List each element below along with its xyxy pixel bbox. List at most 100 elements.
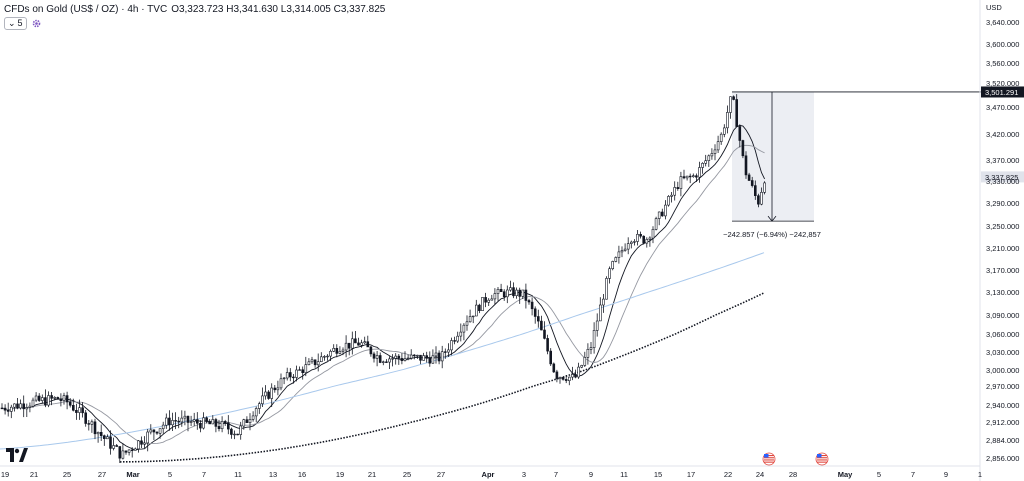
horizontal-line[interactable]: 3,501.291 3,337.825: [732, 86, 1024, 183]
price-tick-label: 3,420.000: [986, 130, 1019, 139]
price-tick-label: 3,370.000: [986, 156, 1019, 165]
candle: [394, 353, 398, 365]
measure-area[interactable]: [732, 91, 814, 222]
candle: [316, 353, 320, 372]
candle: [608, 266, 611, 284]
candle: [589, 342, 593, 355]
candle: [31, 397, 35, 408]
candle: [462, 323, 466, 341]
candle: [400, 353, 404, 365]
candle: [233, 430, 236, 440]
candle: [363, 336, 367, 344]
candle: [177, 416, 180, 429]
marker-price-text: 3,501.291: [985, 88, 1018, 97]
candle: [199, 420, 202, 433]
candle: [552, 362, 556, 373]
candle: [211, 415, 215, 425]
candle: [648, 236, 652, 247]
candle: [499, 283, 503, 292]
time-tick-label: 11: [234, 470, 242, 479]
high-label: H: [226, 4, 234, 15]
candle: [617, 245, 621, 264]
candle: [28, 402, 32, 413]
candle: [490, 294, 494, 301]
chart-header: CFDs on Gold (US$ / OZ) · 4h · TVC O3,32…: [4, 4, 385, 15]
event-markers[interactable]: [762, 452, 829, 466]
candle: [112, 437, 115, 451]
candle: [307, 358, 311, 366]
candle: [468, 309, 472, 323]
marker-price-badge: [981, 86, 1024, 98]
candle: [540, 315, 543, 331]
candle: [484, 292, 487, 308]
candle: [254, 406, 258, 423]
candle: [313, 359, 317, 368]
measure-tool[interactable]: [732, 91, 814, 222]
us-flag-icon[interactable]: [815, 452, 829, 466]
candle: [493, 288, 497, 305]
candlestick-series: [0, 94, 766, 463]
candle: [335, 344, 339, 358]
price-tick-label: 2,884.000: [986, 436, 1019, 445]
price-axis[interactable]: USD3,640.0003,600.0003,560.0003,520.0003…: [979, 0, 1019, 481]
time-tick-label: Mar: [126, 470, 139, 479]
candle: [288, 368, 292, 382]
chevron-down-icon: ⌄: [8, 18, 16, 28]
currency-label[interactable]: USD: [986, 3, 1002, 12]
time-tick-label: 7: [202, 470, 206, 479]
candle: [22, 395, 26, 418]
gear-icon[interactable]: [31, 18, 42, 29]
candle: [186, 415, 190, 432]
price-tick-label: 3,170.000: [986, 266, 1019, 275]
candle: [642, 235, 646, 245]
price-tick-label: 3,560.000: [986, 59, 1019, 68]
time-axis[interactable]: 19 21 25 27 Mar 5 7 11 13 16 19 21 25 27 Apr 3 7 9 11 15 17 2…: [0, 465, 982, 479]
candle: [722, 124, 726, 138]
price-tick-label: 3,330.000: [986, 177, 1019, 186]
candle: [422, 352, 425, 361]
candle: [72, 398, 75, 412]
candle: [171, 412, 174, 431]
us-flag-icon[interactable]: [762, 452, 776, 466]
candle: [332, 344, 336, 353]
candle: [19, 399, 22, 410]
candle: [180, 410, 184, 427]
candle: [753, 180, 757, 200]
candle: [267, 390, 270, 400]
candle: [512, 282, 515, 299]
candle: [37, 393, 41, 402]
candle: [524, 283, 528, 309]
indicators-bar: ⌄ 5: [4, 17, 42, 30]
candle: [242, 418, 246, 430]
time-tick-label: 28: [789, 470, 797, 479]
candle: [146, 429, 149, 452]
candle: [106, 434, 109, 440]
candle: [440, 345, 444, 369]
close-value: 3,337.825: [340, 4, 386, 15]
candle: [549, 348, 553, 366]
ma-fast-line: [1, 124, 766, 451]
arrow-down-icon: [767, 215, 777, 222]
candle: [664, 200, 667, 220]
time-tick-label: May: [838, 470, 853, 479]
candle: [505, 285, 509, 304]
candle: [391, 354, 394, 367]
candle: [515, 287, 518, 299]
time-tick-label: 19: [1, 470, 9, 479]
candle: [595, 313, 599, 337]
candle: [214, 417, 218, 433]
candle: [747, 172, 751, 181]
candle: [555, 369, 559, 383]
candle: [530, 297, 534, 316]
candle: [323, 355, 326, 361]
candle: [165, 413, 168, 429]
candle: [685, 175, 689, 181]
candle: [93, 418, 97, 440]
price-tick-label: 2,912.000: [986, 418, 1019, 427]
symbol-title[interactable]: CFDs on Gold (US$ / OZ) · 4h · TVC: [4, 4, 168, 15]
time-tick-label: 5: [877, 470, 881, 479]
candle: [437, 350, 441, 365]
time-tick-label: 22: [724, 470, 732, 479]
indicators-toggle[interactable]: ⌄ 5: [4, 17, 27, 30]
